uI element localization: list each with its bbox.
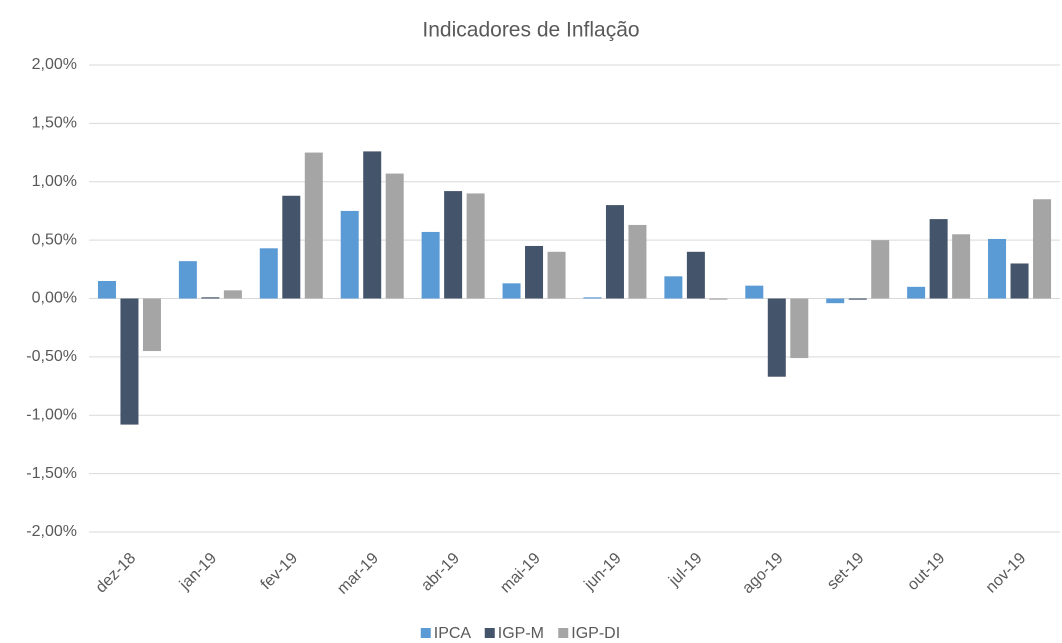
bar	[767, 298, 786, 377]
x-tick-label: abr-19	[418, 550, 463, 595]
legend-label: IPCA	[434, 625, 472, 642]
bar	[363, 151, 382, 299]
bar	[304, 152, 323, 299]
bar	[848, 298, 867, 300]
x-tick-label: set-19	[824, 550, 868, 594]
bar	[907, 286, 926, 299]
bar	[871, 240, 890, 299]
bar	[444, 191, 463, 299]
bar	[1033, 199, 1052, 299]
bar	[97, 280, 116, 299]
bar	[709, 298, 728, 300]
x-tick-label: out-19	[904, 550, 948, 594]
y-tick-label: 2,00%	[32, 56, 77, 73]
legend-swatch	[484, 628, 495, 638]
y-tick-label: -1,50%	[26, 465, 77, 482]
y-tick-label: 1,50%	[32, 115, 77, 132]
bar	[664, 276, 683, 299]
x-tick-label: mai-19	[497, 550, 544, 597]
bar	[929, 219, 948, 299]
bar	[421, 231, 440, 299]
bar	[988, 238, 1007, 299]
x-tick-label: dez-18	[93, 550, 140, 597]
bar	[1010, 263, 1029, 299]
x-tick-label: jun-19	[581, 550, 625, 594]
y-tick-label: 1,00%	[32, 173, 77, 190]
bar	[826, 298, 845, 304]
bar	[201, 297, 220, 299]
bar	[583, 297, 602, 299]
bar	[605, 205, 624, 299]
bar	[259, 248, 278, 299]
bar	[628, 224, 647, 299]
y-tick-label: -0,50%	[26, 348, 77, 365]
y-tick-label: -1,00%	[26, 406, 77, 423]
y-tick-label: 0,00%	[32, 290, 77, 307]
x-tick-label: ago-19	[739, 550, 786, 597]
bar	[686, 251, 705, 299]
bar	[340, 210, 359, 299]
legend-label: IGP-DI	[571, 625, 620, 642]
y-tick-label: 0,50%	[32, 231, 77, 248]
x-tick-label: nov-19	[983, 550, 1030, 597]
legend-swatch	[558, 628, 569, 638]
x-tick-label: fev-19	[258, 550, 302, 594]
bar	[502, 283, 521, 299]
bar	[952, 234, 971, 299]
bar	[385, 173, 404, 299]
bar	[223, 290, 242, 299]
bar	[178, 261, 197, 299]
bar	[282, 195, 301, 299]
legend-label: IGP-M	[498, 625, 544, 642]
legend-swatch	[420, 628, 431, 638]
x-tick-label: jul-19	[665, 550, 705, 590]
y-tick-label: -2,00%	[26, 523, 77, 540]
bar	[525, 245, 544, 299]
x-tick-label: mar-19	[334, 550, 382, 598]
bar	[120, 298, 139, 425]
bar	[466, 193, 485, 299]
bar	[547, 251, 566, 299]
bar	[142, 298, 161, 352]
bar	[790, 298, 809, 359]
x-tick-label: jan-19	[176, 550, 220, 594]
bar	[745, 285, 764, 299]
chart-title: Indicadores de Inflação	[422, 19, 639, 42]
